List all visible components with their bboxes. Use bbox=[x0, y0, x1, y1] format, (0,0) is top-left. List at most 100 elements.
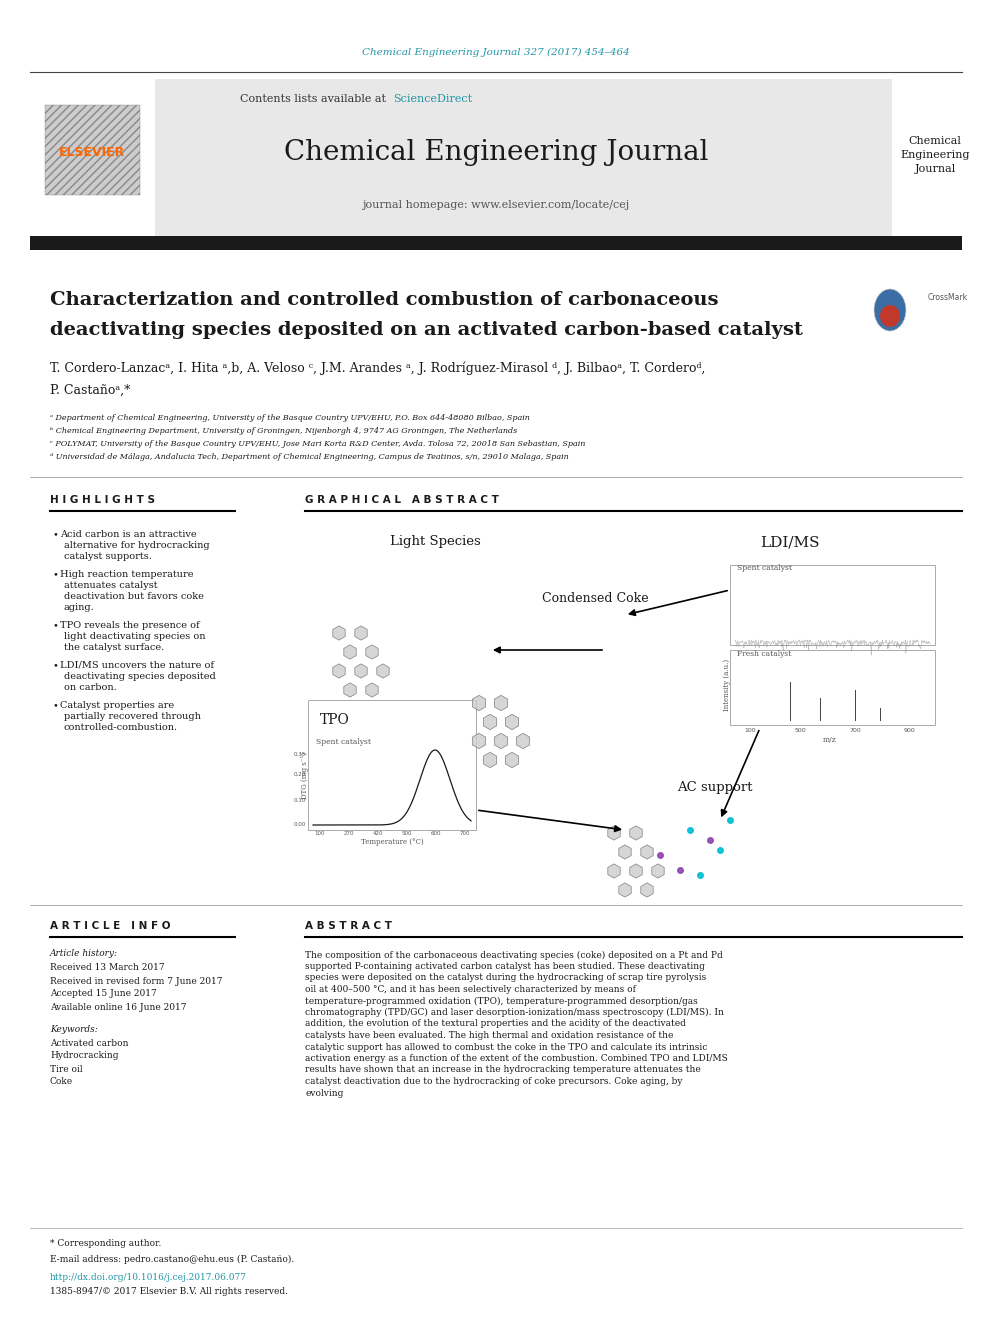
Text: 100: 100 bbox=[744, 728, 756, 733]
Text: Coke: Coke bbox=[50, 1077, 73, 1086]
Text: ELSEVIER: ELSEVIER bbox=[59, 146, 125, 159]
Text: Catalyst properties are: Catalyst properties are bbox=[60, 701, 175, 710]
Text: Intensity (a.u.): Intensity (a.u.) bbox=[723, 659, 731, 710]
Text: T. Cordero-Lanzacᵃ, I. Hita ᵃ,b, A. Veloso ᶜ, J.M. Arandes ᵃ, J. Rodríguez-Miras: T. Cordero-Lanzacᵃ, I. Hita ᵃ,b, A. Velo… bbox=[50, 361, 705, 374]
Text: CrossMark: CrossMark bbox=[928, 294, 968, 303]
Text: Light Species: Light Species bbox=[390, 536, 480, 549]
Text: 100: 100 bbox=[314, 831, 325, 836]
Text: 1385-8947/© 2017 Elsevier B.V. All rights reserved.: 1385-8947/© 2017 Elsevier B.V. All right… bbox=[50, 1287, 288, 1297]
Text: Received in revised form 7 June 2017: Received in revised form 7 June 2017 bbox=[50, 976, 222, 986]
Text: Temperature (°C): Temperature (°C) bbox=[361, 837, 424, 845]
Text: Chemical Engineering Journal 327 (2017) 454–464: Chemical Engineering Journal 327 (2017) … bbox=[362, 48, 630, 57]
Ellipse shape bbox=[874, 288, 906, 331]
Text: TPO: TPO bbox=[320, 713, 350, 728]
Text: ᵈ Universidad de Málaga, Andalucia Tech, Department of Chemical Engineering, Cam: ᵈ Universidad de Málaga, Andalucia Tech,… bbox=[50, 452, 568, 460]
Text: Hydrocracking: Hydrocracking bbox=[50, 1052, 118, 1061]
Text: the catalyst surface.: the catalyst surface. bbox=[64, 643, 165, 652]
Text: 500: 500 bbox=[795, 728, 806, 733]
Text: deactivating species deposited: deactivating species deposited bbox=[64, 672, 215, 681]
Bar bbox=[730, 565, 935, 646]
Text: attenuates catalyst: attenuates catalyst bbox=[64, 581, 158, 590]
Text: supported P-containing activated carbon catalyst has been studied. These deactiv: supported P-containing activated carbon … bbox=[305, 962, 705, 971]
Text: 700: 700 bbox=[459, 831, 470, 836]
Text: on carbon.: on carbon. bbox=[64, 683, 117, 692]
Text: The composition of the carbonaceous deactivating species (coke) deposited on a P: The composition of the carbonaceous deac… bbox=[305, 950, 723, 959]
Text: Acid carbon is an attractive: Acid carbon is an attractive bbox=[60, 531, 196, 538]
Text: DTG (mg s⁻¹): DTG (mg s⁻¹) bbox=[301, 751, 309, 799]
Bar bbox=[30, 79, 155, 237]
Text: Received 13 March 2017: Received 13 March 2017 bbox=[50, 963, 165, 972]
Text: partially recovered through: partially recovered through bbox=[64, 712, 200, 721]
Text: addition, the evolution of the textural properties and the acidity of the deacti: addition, the evolution of the textural … bbox=[305, 1020, 685, 1028]
Text: •: • bbox=[52, 620, 58, 630]
Bar bbox=[30, 235, 962, 250]
Text: ᶜ POLYMAT, University of the Basque Country UPV/EHU, Jose Mari Korta R&D Center,: ᶜ POLYMAT, University of the Basque Coun… bbox=[50, 441, 585, 448]
Text: P. Castañoᵃ,*: P. Castañoᵃ,* bbox=[50, 384, 130, 397]
Text: 700: 700 bbox=[849, 728, 861, 733]
Text: Chemical
Engineering
Journal: Chemical Engineering Journal bbox=[901, 136, 970, 175]
Text: Spent catalyst: Spent catalyst bbox=[737, 564, 792, 572]
Text: Characterization and controlled combustion of carbonaceous: Characterization and controlled combusti… bbox=[50, 291, 718, 310]
Text: aging.: aging. bbox=[64, 603, 95, 613]
Bar bbox=[45, 105, 140, 194]
Text: A R T I C L E   I N F O: A R T I C L E I N F O bbox=[50, 921, 171, 931]
Text: LDI/MS uncovers the nature of: LDI/MS uncovers the nature of bbox=[60, 662, 214, 669]
Text: 0.10: 0.10 bbox=[294, 798, 306, 803]
Text: Accepted 15 June 2017: Accepted 15 June 2017 bbox=[50, 990, 157, 999]
Text: Condensed Coke: Condensed Coke bbox=[542, 591, 649, 605]
Text: 900: 900 bbox=[904, 728, 916, 733]
Text: Available online 16 June 2017: Available online 16 June 2017 bbox=[50, 1003, 186, 1012]
Bar bbox=[30, 79, 892, 237]
Text: light deactivating species on: light deactivating species on bbox=[64, 632, 205, 642]
Text: evolving: evolving bbox=[305, 1089, 343, 1098]
Text: Chemical Engineering Journal: Chemical Engineering Journal bbox=[284, 139, 708, 165]
Text: Tire oil: Tire oil bbox=[50, 1065, 82, 1073]
Text: 600: 600 bbox=[431, 831, 441, 836]
Text: •: • bbox=[52, 570, 58, 579]
Text: 0.35: 0.35 bbox=[294, 753, 306, 758]
Text: ScienceDirect: ScienceDirect bbox=[393, 94, 472, 105]
Text: •: • bbox=[52, 662, 58, 669]
Text: catalyst deactivation due to the hydrocracking of coke precursors. Coke aging, b: catalyst deactivation due to the hydrocr… bbox=[305, 1077, 682, 1086]
Text: AC support: AC support bbox=[678, 782, 753, 795]
Text: ᵃ Department of Chemical Engineering, University of the Basque Country UPV/EHU, : ᵃ Department of Chemical Engineering, Un… bbox=[50, 414, 530, 422]
Text: Article history:: Article history: bbox=[50, 950, 118, 958]
Bar bbox=[308, 700, 476, 830]
Text: ᵇ Chemical Engineering Department, University of Groningen, Nijenborgh 4, 9747 A: ᵇ Chemical Engineering Department, Unive… bbox=[50, 427, 517, 435]
Text: E-mail address: pedro.castano@ehu.eus (P. Castaño).: E-mail address: pedro.castano@ehu.eus (P… bbox=[50, 1254, 295, 1263]
Text: G R A P H I C A L   A B S T R A C T: G R A P H I C A L A B S T R A C T bbox=[305, 495, 499, 505]
Text: deactivation but favors coke: deactivation but favors coke bbox=[64, 591, 204, 601]
Text: http://dx.doi.org/10.1016/j.cej.2017.06.077: http://dx.doi.org/10.1016/j.cej.2017.06.… bbox=[50, 1273, 247, 1282]
Text: deactivating species deposited on an activated carbon-based catalyst: deactivating species deposited on an act… bbox=[50, 321, 803, 339]
Text: High reaction temperature: High reaction temperature bbox=[60, 570, 193, 579]
Text: alternative for hydrocracking: alternative for hydrocracking bbox=[64, 541, 209, 550]
Bar bbox=[730, 650, 935, 725]
Text: * Corresponding author.: * Corresponding author. bbox=[50, 1240, 162, 1249]
Text: journal homepage: www.elsevier.com/locate/cej: journal homepage: www.elsevier.com/locat… bbox=[362, 200, 630, 210]
Ellipse shape bbox=[880, 306, 900, 327]
Text: activation energy as a function of the extent of the combustion. Combined TPO an: activation energy as a function of the e… bbox=[305, 1054, 728, 1062]
Text: •: • bbox=[52, 701, 58, 710]
Text: temperature-programmed oxidation (TPO), temperature-programmed desorption/gas: temperature-programmed oxidation (TPO), … bbox=[305, 996, 697, 1005]
Text: results have shown that an increase in the hydrocracking temperature attenuates : results have shown that an increase in t… bbox=[305, 1065, 700, 1074]
Text: Activated carbon: Activated carbon bbox=[50, 1039, 129, 1048]
Text: oil at 400–500 °C, and it has been selectively characterized by means of: oil at 400–500 °C, and it has been selec… bbox=[305, 986, 636, 994]
Text: 270: 270 bbox=[344, 831, 354, 836]
Text: TPO reveals the presence of: TPO reveals the presence of bbox=[60, 620, 199, 630]
Text: 420: 420 bbox=[373, 831, 383, 836]
Text: H I G H L I G H T S: H I G H L I G H T S bbox=[50, 495, 155, 505]
Text: m/z: m/z bbox=[823, 736, 837, 744]
Text: catalyst supports.: catalyst supports. bbox=[64, 552, 152, 561]
Text: Fresh catalyst: Fresh catalyst bbox=[737, 650, 792, 658]
Text: A B S T R A C T: A B S T R A C T bbox=[305, 921, 392, 931]
Text: controlled-combustion.: controlled-combustion. bbox=[64, 722, 179, 732]
Text: catalysts have been evaluated. The high thermal and oxidation resistance of the: catalysts have been evaluated. The high … bbox=[305, 1031, 674, 1040]
Text: species were deposited on the catalyst during the hydrocracking of scrap tire py: species were deposited on the catalyst d… bbox=[305, 974, 706, 983]
Text: Contents lists available at: Contents lists available at bbox=[240, 94, 390, 105]
Text: chromatography (TPD/GC) and laser desorption-ionization/mass spectroscopy (LDI/M: chromatography (TPD/GC) and laser desorp… bbox=[305, 1008, 724, 1017]
Text: 0.00: 0.00 bbox=[294, 823, 306, 827]
Text: Spent catalyst: Spent catalyst bbox=[316, 738, 371, 746]
Text: •: • bbox=[52, 531, 58, 538]
Text: catalytic support has allowed to combust the coke in the TPO and calculate its i: catalytic support has allowed to combust… bbox=[305, 1043, 707, 1052]
Text: 0.20: 0.20 bbox=[294, 773, 306, 778]
